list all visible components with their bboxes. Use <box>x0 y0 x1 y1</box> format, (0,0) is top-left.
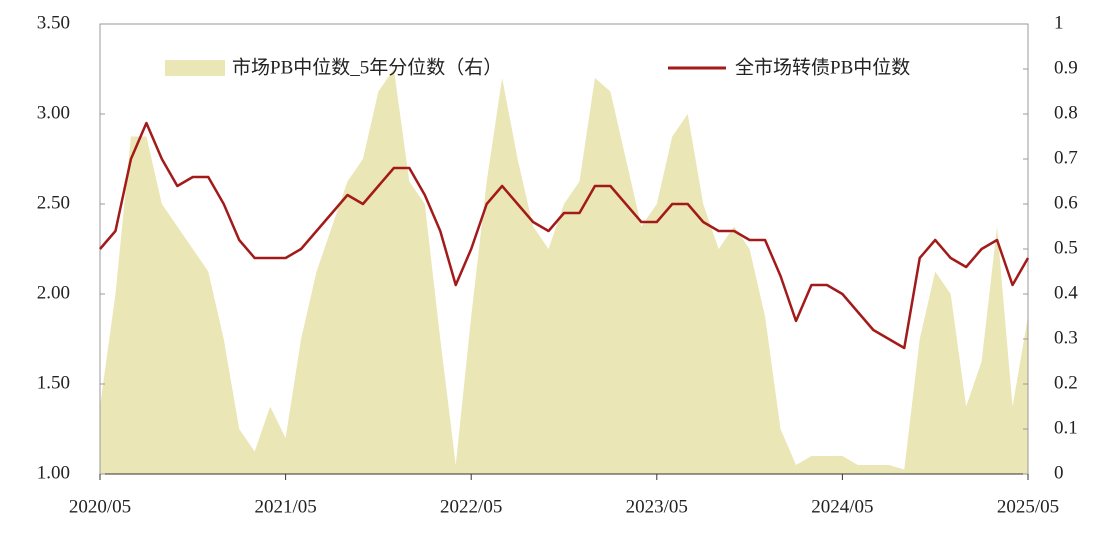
y2-tick-label: 0.5 <box>1054 237 1078 258</box>
x-tick-label: 2021/05 <box>254 496 316 517</box>
y2-tick-label: 0 <box>1054 462 1064 483</box>
y-tick-label: 3.50 <box>37 12 70 33</box>
legend-swatch <box>165 60 225 76</box>
y2-tick-label: 1 <box>1054 12 1064 33</box>
area <box>100 69 1028 474</box>
y-tick-label: 1.50 <box>37 372 70 393</box>
y2-tick-label: 0.2 <box>1054 372 1078 393</box>
line <box>99 121 1030 350</box>
x-tick-label: 2025/05 <box>997 496 1059 517</box>
legend-label: 全市场转债PB中位数 <box>735 56 910 78</box>
y2-tick-label: 0.7 <box>1054 147 1078 168</box>
y2-tick-label: 0.3 <box>1054 327 1078 348</box>
y-tick-label: 2.50 <box>37 192 70 213</box>
x-tick-label: 2023/05 <box>626 496 688 517</box>
x-tick-label: 2022/05 <box>440 496 502 517</box>
y-tick-label: 2.00 <box>37 282 70 303</box>
y-tick-label: 3.00 <box>37 102 70 123</box>
legend-label: 市场PB中位数_5年分位数（右） <box>232 56 502 78</box>
y2-tick-label: 0.8 <box>1054 102 1078 123</box>
x-tick-label: 2020/05 <box>69 496 131 517</box>
y2-tick-label: 0.9 <box>1054 57 1078 78</box>
y2-tick-label: 0.4 <box>1054 282 1078 303</box>
y2-tick-label: 0.1 <box>1054 417 1078 438</box>
y-tick-label: 1.00 <box>37 462 70 483</box>
x-tick-label: 2024/05 <box>811 496 873 517</box>
y2-tick-label: 0.6 <box>1054 192 1078 213</box>
